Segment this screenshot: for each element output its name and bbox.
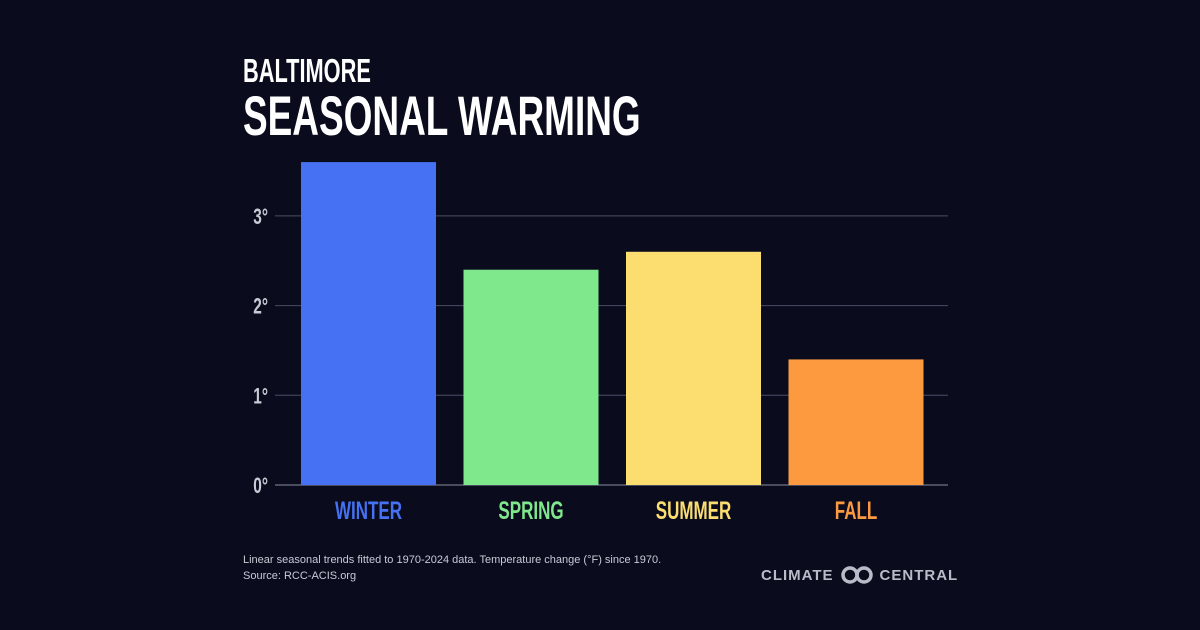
- x-tick-label: FALL: [835, 497, 877, 525]
- y-tick-label: 3°: [253, 205, 268, 229]
- bar-summer: [626, 251, 761, 485]
- source: Source: RCC-ACIS.org: [243, 570, 357, 582]
- climate-central-logo: CLIMATE CENTRAL: [761, 566, 958, 584]
- x-tick-label: SPRING: [498, 497, 563, 525]
- bar-winter: [301, 162, 436, 485]
- bar-spring: [463, 269, 599, 485]
- y-tick-label: 0°: [253, 474, 268, 498]
- bar-fall: [788, 359, 924, 485]
- logo-rings-icon: [840, 566, 873, 584]
- footnote: Linear seasonal trends fitted to 1970-20…: [243, 554, 662, 566]
- x-tick-label: SUMMER: [656, 497, 731, 525]
- y-tick-label: 2°: [253, 295, 268, 319]
- y-tick-label: 1°: [253, 385, 268, 409]
- logo-text-right: CENTRAL: [879, 566, 959, 584]
- chart-subtitle: BALTIMORE: [243, 52, 371, 89]
- logo-text-left: CLIMATE: [761, 566, 834, 584]
- x-tick-label: WINTER: [335, 497, 402, 525]
- chart-title: SEASONAL WARMING: [243, 84, 641, 147]
